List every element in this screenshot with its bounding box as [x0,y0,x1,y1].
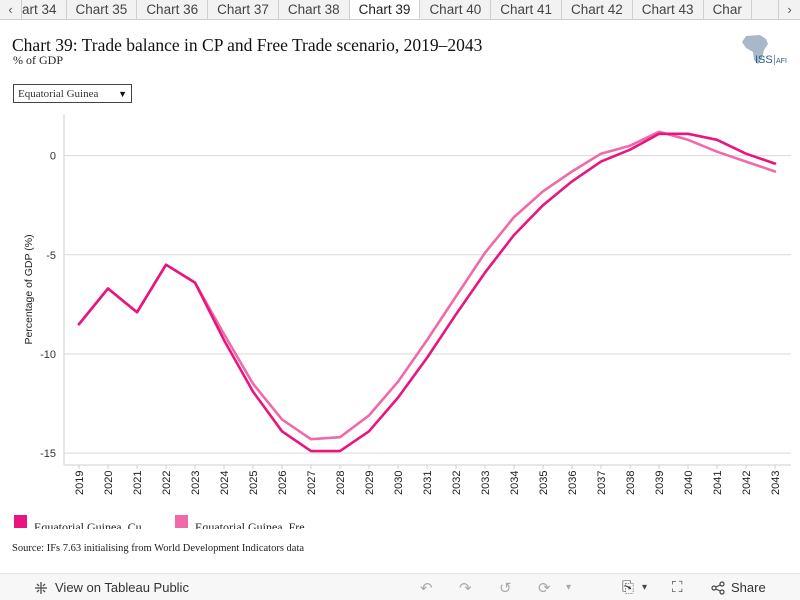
x-tick-label: 2028 [335,471,347,495]
logo-suffix: AFI [776,58,787,65]
legend-item-free-trade[interactable]: Equatorial Guinea, Fre [175,515,305,529]
x-tick-label: 2038 [625,471,637,495]
x-tick-label: 2043 [770,471,782,495]
chevron-left-icon[interactable]: ‹ [0,0,22,19]
tab-chart-35[interactable]: Chart 35 [67,0,138,19]
chart-title: Chart 39: Trade balance in CP and Free T… [12,35,483,55]
tab-chart-37[interactable]: Chart 37 [208,0,279,19]
legend-swatch [175,515,188,528]
redo-icon[interactable]: ↷ [459,580,472,597]
y-tick-label: -15 [40,448,56,460]
line-chart: 0 -5 -10 -15 Percentage of GDP (%) 2019 2020 20… [23,114,791,495]
tab-chart-43[interactable]: Chart 43 [633,0,704,19]
x-tick-label: 2042 [741,471,753,495]
tableau-toolbar: View on Tableau Public ↶ ↷ ↺ ⟳ ▾ ⎘ ▾ ⛶ S… [0,573,800,600]
revert-icon[interactable]: ↺ [499,580,512,597]
legend-label: Equatorial Guinea, Cu [34,520,142,529]
x-tick-label: 2021 [132,471,144,495]
y-tick-label: -5 [46,250,56,262]
x-tick-label: 2037 [596,471,608,495]
view-on-tableau-link[interactable]: View on Tableau Public [34,580,189,595]
refresh-icon[interactable]: ⟳ [538,580,551,597]
x-tick-label: 2031 [422,471,434,495]
x-tick-label: 2026 [277,471,289,495]
y-tick-label: -10 [40,349,56,361]
chart-subtitle: % of GDP [13,53,63,67]
chevron-right-icon[interactable]: › [778,0,800,19]
x-tick-label: 2034 [509,471,521,495]
caret-down-icon: ▼ [118,88,127,99]
tableau-icon [35,581,47,594]
iss-africa-logo: ISS AFI [742,35,787,66]
x-tick-label: 2020 [103,471,115,495]
x-tick-label: 2023 [190,471,202,495]
country-select[interactable]: Equatorial Guinea ▼ [13,84,132,103]
y-axis-label: Percentage of GDP (%) [23,234,35,344]
download-caret-icon[interactable]: ▾ [642,582,648,593]
share-label: Share [731,580,766,595]
x-tick-label: 2025 [248,471,260,495]
share-button[interactable]: Share [711,580,766,595]
refresh-caret-icon[interactable]: ▾ [566,582,572,593]
series-line-cp [77,132,777,453]
series-line-free-trade [77,130,777,441]
tab-chart-36[interactable]: Chart 36 [137,0,209,19]
legend: Equatorial Guinea, Cu Equatorial Guinea,… [14,515,794,529]
x-tick-label: 2022 [161,471,173,495]
x-tick-label: 2036 [567,471,579,495]
sheet-tabs: art 34 Chart 35 Chart 36 Chart 37 Chart 38 Ch… [22,0,778,19]
x-tick-label: 2024 [219,471,231,495]
tab-chart-40[interactable]: Chart 40 [420,0,492,19]
x-tick-label: 2027 [306,471,318,495]
legend-label: Equatorial Guinea, Fre [195,520,305,529]
download-icon[interactable]: ⎘ [622,579,635,596]
source-note: Source: IFs 7.63 initialising from World… [12,543,305,554]
view-label: View on Tableau Public [55,580,189,595]
x-tick-label: 2032 [451,471,463,495]
x-tick-label: 2030 [393,471,405,495]
tab-chart-42[interactable]: Chart 42 [562,0,633,19]
x-tick-label: 2029 [364,471,376,495]
fullscreen-icon[interactable]: ⛶ [672,579,683,596]
tab-char[interactable]: Char [704,0,752,19]
sheet-tab-bar: ‹ art 34 Chart 35 Chart 36 Chart 37 Chart 38… [0,0,800,20]
legend-item-cp[interactable]: Equatorial Guinea, Cu [14,515,142,529]
x-tick-label: 2041 [712,471,724,495]
tab-chart-38[interactable]: Chart 38 [279,0,350,19]
x-tick-label: 2039 [654,471,666,495]
x-tick-label: 2019 [74,471,86,495]
tab-art-34[interactable]: art 34 [22,0,67,19]
x-tick-label: 2033 [480,471,492,495]
legend-swatch [14,515,27,528]
logo-text: ISS [755,54,773,66]
x-tick-label: 2040 [683,471,695,495]
africa-map-icon [742,35,768,64]
y-tick-label: 0 [50,151,56,163]
undo-icon[interactable]: ↶ [420,580,433,597]
tab-chart-41[interactable]: Chart 41 [491,0,562,19]
share-icon [711,580,725,595]
country-select-value: Equatorial Guinea [18,87,99,100]
x-tick-label: 2035 [538,471,550,495]
tab-chart-39[interactable]: Chart 39 [349,0,421,19]
